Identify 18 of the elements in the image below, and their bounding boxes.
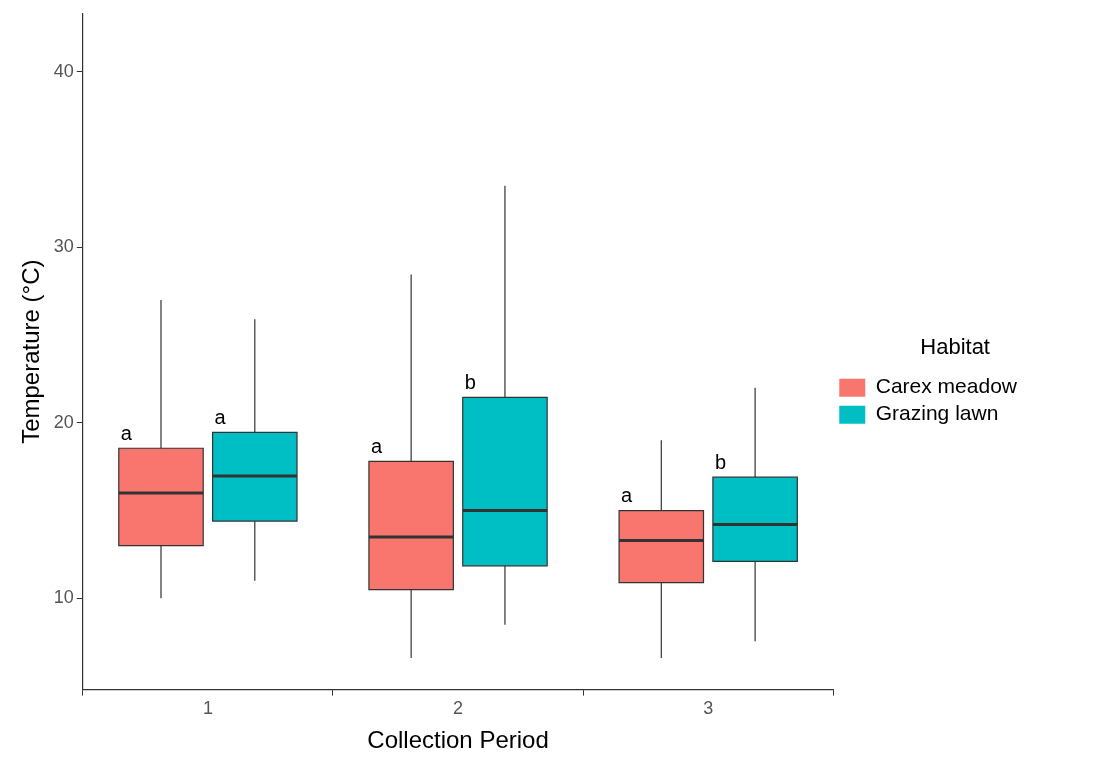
annotation: b	[464, 370, 476, 393]
x-tick-label: 3	[703, 698, 714, 719]
legend-label: Grazing lawn	[875, 401, 999, 425]
y-tick-label: 30	[53, 236, 74, 257]
y-tick-label: 40	[53, 60, 74, 81]
x-axis-title: Collection Period	[367, 726, 549, 754]
legend-label: Carex meadow	[875, 374, 1018, 398]
x-tick-label: 1	[202, 698, 213, 719]
annotation: a	[120, 421, 133, 444]
annotation: a	[621, 484, 634, 507]
x-tick-label: 2	[453, 698, 464, 719]
y-tick-label: 20	[53, 411, 74, 432]
annotation: a	[370, 434, 383, 457]
legend-title: Habitat	[920, 333, 990, 359]
annotation: a	[214, 405, 227, 428]
annotation: b	[714, 450, 727, 473]
y-axis-title: Temperature (°C)	[17, 259, 45, 444]
y-tick-label: 10	[53, 587, 74, 608]
